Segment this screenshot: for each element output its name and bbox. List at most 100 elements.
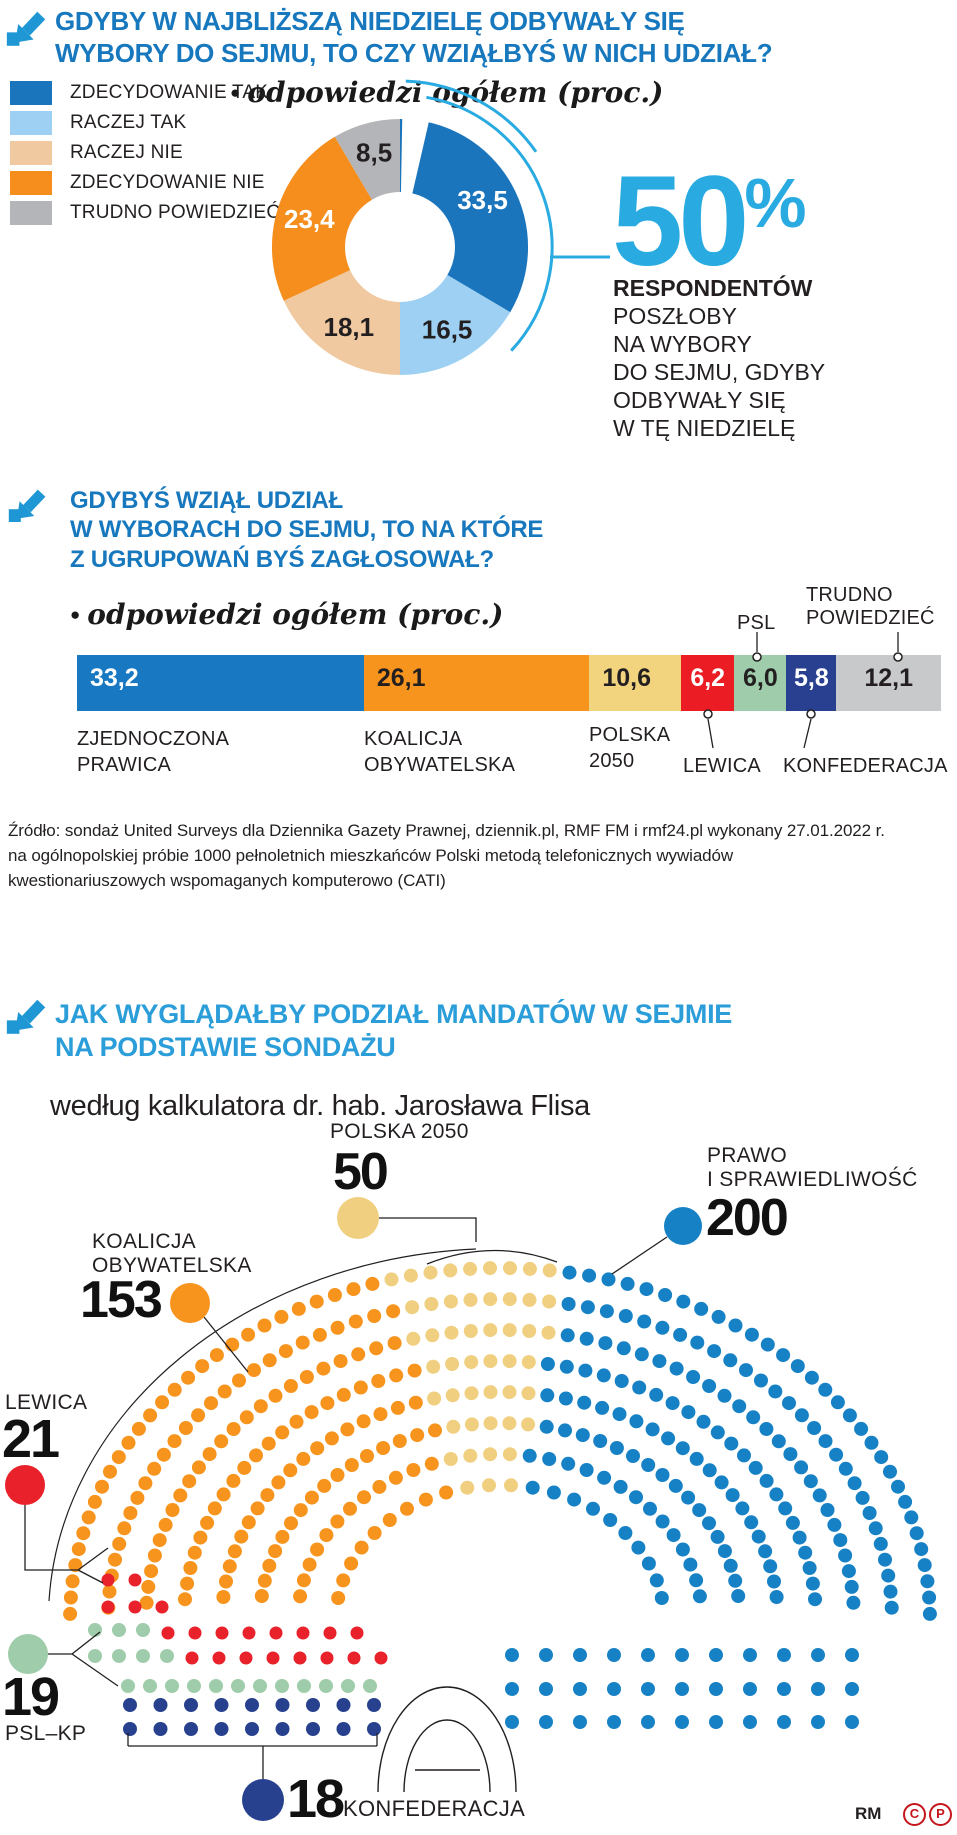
seat-dot: [128, 1600, 142, 1614]
seat-dot: [739, 1363, 753, 1378]
seat-dot: [443, 1263, 458, 1278]
seat-dot: [731, 1589, 746, 1603]
seat-dot: [751, 1529, 766, 1544]
party-seats-koalicja-obywatelska: 153: [80, 1271, 163, 1329]
seat-dot: [631, 1540, 646, 1555]
seat-dot: [367, 1722, 381, 1736]
seat-dot: [156, 1447, 171, 1462]
seat-dot: [573, 1715, 587, 1729]
seat-dot: [618, 1526, 633, 1540]
seat-dot: [873, 1536, 888, 1551]
seat-dot: [748, 1460, 763, 1475]
seat-dot: [769, 1590, 784, 1604]
donut-value-label: 8,5: [356, 138, 392, 168]
seat-dot: [502, 1292, 517, 1307]
seat-dot: [95, 1479, 109, 1494]
seat-dot: [185, 1651, 199, 1665]
seat-dot: [204, 1396, 218, 1411]
seat-dot: [331, 1591, 346, 1605]
seat-dot: [790, 1359, 805, 1374]
seat-dot: [743, 1648, 757, 1662]
seat-dot: [811, 1648, 825, 1662]
seat-dot: [302, 1557, 317, 1572]
bar-label-polska-2050: POLSKA 2050: [589, 724, 671, 772]
seat-dot: [225, 1337, 240, 1352]
seat-dot: [195, 1359, 210, 1374]
legend-swatch: [10, 111, 52, 135]
seat-dot: [483, 1385, 498, 1400]
seat-dot: [310, 1542, 325, 1557]
seat-dot: [319, 1679, 333, 1693]
seat-dot: [344, 1556, 359, 1571]
seat-dot: [425, 1328, 440, 1343]
seat-dot: [540, 1357, 555, 1371]
seat-dot: [226, 1473, 241, 1488]
seat-dot: [783, 1447, 798, 1462]
seat-dot: [209, 1679, 223, 1693]
seat-dot: [423, 1265, 438, 1280]
seat-dot: [539, 1648, 553, 1662]
seat-dot: [63, 1590, 78, 1605]
seat-dot: [898, 1494, 913, 1509]
seat-dot: [443, 1452, 458, 1466]
seat-dot: [855, 1490, 870, 1505]
legend-swatch: [10, 171, 52, 195]
seat-dot: [702, 1463, 717, 1478]
seat-dot: [725, 1488, 740, 1503]
seat-dot: [502, 1447, 517, 1462]
seat-dot: [428, 1423, 442, 1438]
seat-dot: [293, 1503, 308, 1518]
party-dot-p2050: [337, 1197, 379, 1239]
psl-connector: [48, 1631, 119, 1687]
seat-dot: [864, 1435, 879, 1450]
party-seats-pis: 200: [706, 1189, 789, 1247]
seat-dot: [546, 1485, 561, 1500]
copyright-c-icon: C: [903, 1803, 926, 1826]
seat-dot: [652, 1354, 667, 1369]
bar-value-label: 5,8: [793, 664, 829, 692]
donut-value-label: 33,5: [457, 185, 508, 215]
highlight-50pct: 50%: [612, 158, 807, 286]
seat-dot: [178, 1592, 192, 1607]
seat-dot: [88, 1623, 102, 1637]
seat-dot: [567, 1492, 582, 1507]
seat-dot: [299, 1370, 314, 1384]
seat-dot: [603, 1513, 618, 1527]
seat-dot: [373, 1407, 388, 1422]
seat-dot: [191, 1460, 206, 1475]
seat-dot: [112, 1536, 127, 1551]
bar-value-label: 6,2: [690, 664, 726, 692]
party-seats-konfederacja: 18: [287, 1769, 345, 1829]
seat-dot: [214, 1698, 229, 1712]
party-label-polska-2050: POLSKA 2050: [330, 1120, 469, 1143]
seat-dot: [239, 1410, 254, 1425]
highlight-caption-lead: RESPONDENTÓW: [613, 275, 813, 301]
seat-dot: [661, 1431, 676, 1446]
bar-segment-lewica: 6,2: [680, 655, 735, 711]
seat-dot: [649, 1573, 664, 1588]
party-support-stacked-bar: 33,2 26,1 10,6 6,2 6,0 5,8 12,1: [77, 655, 941, 711]
seat-dot: [596, 1368, 611, 1383]
seat-dot: [579, 1463, 594, 1477]
seat-dot: [689, 1451, 704, 1466]
seat-dot: [802, 1561, 817, 1575]
author-credit: RM: [855, 1804, 882, 1823]
seat-dot: [293, 1651, 307, 1665]
seat-dot: [522, 1292, 537, 1307]
seat-dot: [330, 1320, 345, 1335]
seat-dot: [634, 1347, 649, 1362]
seat-dot: [483, 1416, 498, 1431]
seat-dot: [304, 1405, 319, 1420]
seat-dot: [181, 1370, 196, 1385]
seat-dot: [723, 1353, 738, 1368]
seat-dot: [330, 1514, 345, 1529]
donut-slice: [400, 275, 511, 376]
seat-dot: [776, 1348, 791, 1363]
party-label-psl-kp: PSL–KP: [5, 1722, 87, 1745]
seat-dot: [316, 1361, 331, 1376]
question1-heading: GDYBY W NAJBLIŻSZĄ NIEDZIELĘ ODBYWAŁY SI…: [55, 6, 773, 68]
bullet-icon: ●: [70, 605, 81, 624]
bar-value-label: 10,6: [602, 664, 652, 692]
seat-dot: [88, 1649, 102, 1663]
